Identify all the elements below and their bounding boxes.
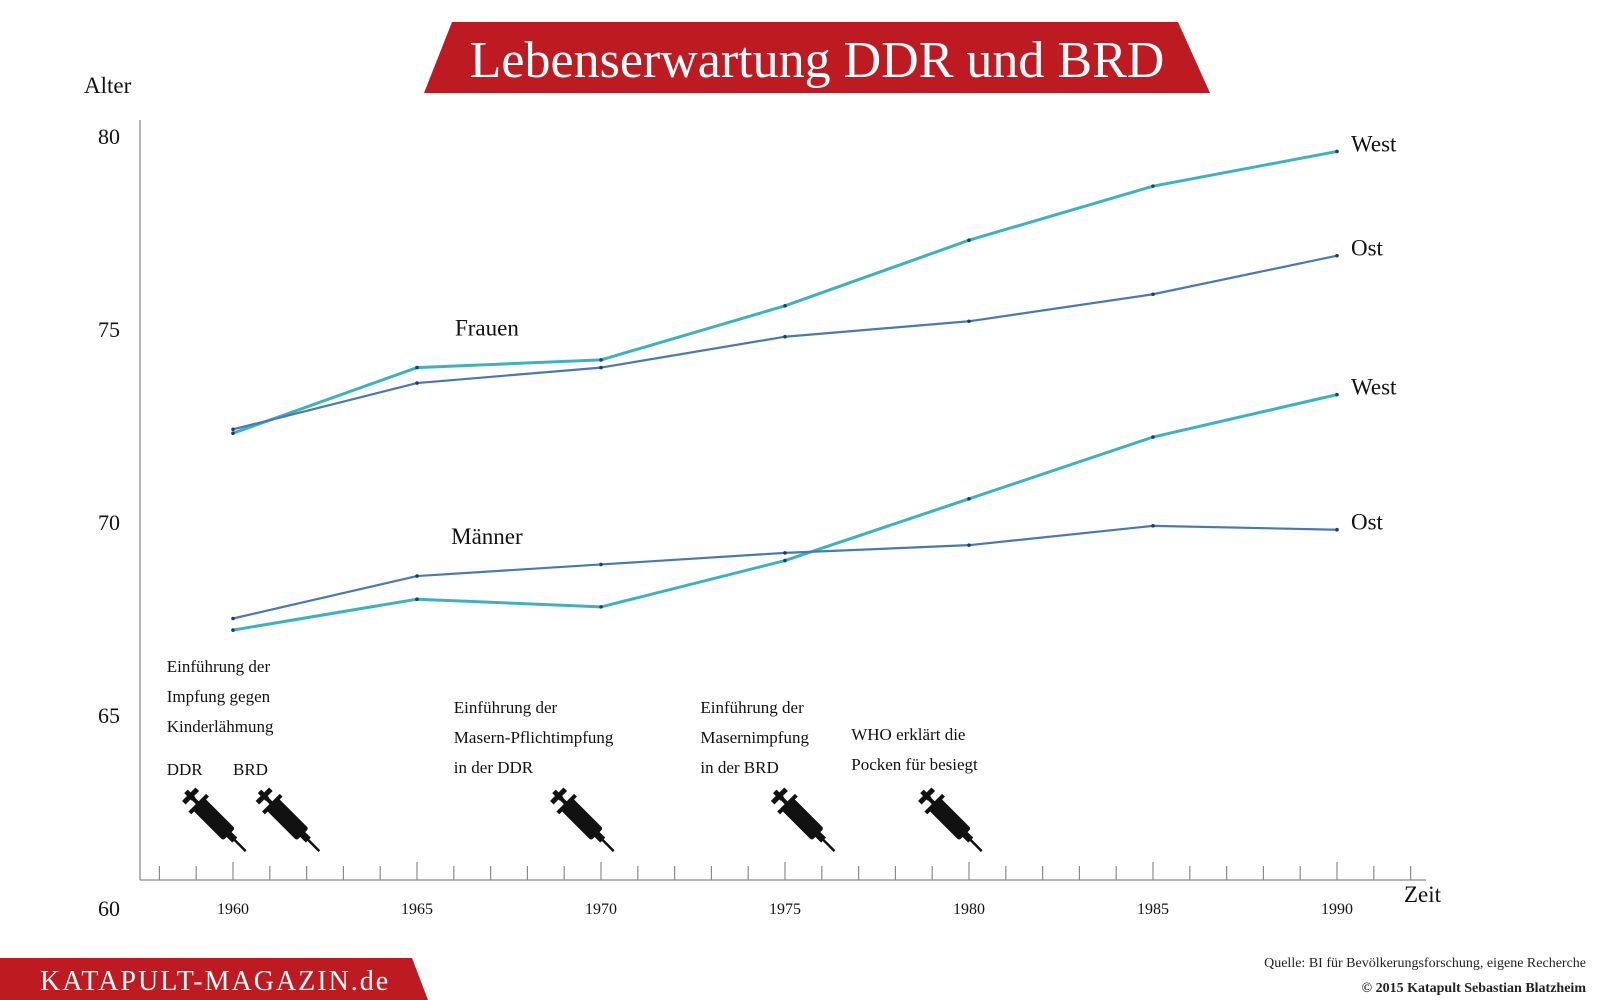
data-point — [1151, 524, 1155, 528]
y-tick-label: 80 — [98, 124, 120, 149]
x-tick-label: 1975 — [769, 901, 801, 918]
annotation-line: in der DDR — [454, 758, 534, 777]
data-point — [783, 334, 787, 339]
data-point — [599, 605, 603, 609]
data-point — [967, 497, 971, 501]
syringe-icons — [182, 787, 983, 852]
series-end-label: Ost — [1351, 236, 1384, 261]
data-point — [1151, 292, 1155, 297]
x-tick-label: 1965 — [401, 901, 433, 918]
y-tick-label: 60 — [98, 896, 120, 921]
annotation-line: Einführung der — [454, 698, 558, 717]
data-point — [599, 365, 603, 370]
data-point — [783, 304, 787, 308]
x-tick-label: 1970 — [585, 901, 617, 918]
annotation-line: in der BRD — [700, 758, 778, 777]
y-tick-labels: 60 65 70 75 80 — [98, 124, 120, 921]
annotation-line: Kinderlähmung — [167, 717, 274, 736]
data-point — [1151, 184, 1155, 188]
data-point — [967, 319, 971, 324]
x-tick-label: 1985 — [1137, 901, 1169, 918]
y-tick-label: 65 — [98, 703, 120, 728]
data-point — [599, 358, 603, 362]
data-point — [415, 365, 419, 370]
data-point — [415, 574, 419, 578]
frauen-west-line — [232, 149, 1338, 435]
annotation-line: Pocken für besiegt — [851, 755, 978, 774]
annotations: Einführung der Impfung gegen Kinderlähmung… — [167, 657, 978, 779]
data-point — [967, 543, 971, 547]
x-tick-label: 1990 — [1321, 901, 1353, 918]
data-point — [231, 616, 235, 621]
data-point — [231, 431, 235, 436]
series-end-label: West — [1351, 131, 1397, 156]
annotation-line: WHO erklärt die — [851, 725, 965, 744]
syringe-icon — [550, 787, 615, 852]
syringe-icon — [770, 787, 836, 852]
annotation-line: Masern-Pflichtimpfung — [454, 728, 614, 747]
annotation-line: Einführung der — [167, 657, 271, 676]
data-point — [783, 551, 787, 555]
group-label: Frauen — [455, 316, 519, 341]
brand-banner: KATAPULT-MAGAZIN.de — [0, 958, 428, 1000]
data-point — [231, 427, 235, 432]
annotation-line: BRD — [233, 760, 268, 779]
data-point — [783, 558, 787, 563]
data-point — [1335, 527, 1339, 532]
data-point — [415, 381, 419, 385]
annotation-line: Einführung der — [700, 698, 804, 717]
data-point — [1151, 435, 1155, 439]
data-point — [1335, 253, 1339, 258]
y-tick-label: 70 — [98, 510, 120, 535]
data-point — [967, 238, 971, 243]
group-label: Männer — [451, 524, 523, 549]
data-point — [1335, 392, 1339, 397]
x-tick-label: 1980 — [953, 901, 985, 918]
brand-text: KATAPULT-MAGAZIN.de — [40, 966, 390, 997]
y-axis-title: Alter — [84, 73, 132, 98]
data-point — [231, 628, 235, 632]
syringe-icon — [255, 787, 321, 852]
title-banner: Lebenserwartung DDR und BRD — [424, 22, 1210, 93]
series-end-label: Ost — [1351, 510, 1384, 535]
credit-note: © 2015 Katapult Sebastian Blatzheim — [1362, 981, 1587, 996]
annotation-line: Masernimpfung — [700, 728, 809, 747]
series-end-label: West — [1351, 375, 1397, 400]
data-point — [1335, 149, 1339, 154]
x-ticks: 1960 1965 1970 1975 1980 1985 1990 — [158, 862, 1412, 918]
syringe-icon — [182, 787, 247, 852]
maenner-west-line — [232, 393, 1338, 632]
syringe-icon — [918, 787, 983, 852]
data-point — [415, 597, 419, 601]
annotation-line: Impfung gegen — [167, 687, 271, 706]
x-axis-title: Zeit — [1404, 882, 1442, 907]
source-note: Quelle: BI für Bevölkerungsforschung, ei… — [1264, 956, 1586, 971]
maenner-ost-line — [232, 524, 1338, 620]
y-tick-label: 75 — [98, 317, 120, 342]
series-lines — [231, 149, 1339, 632]
data-point — [599, 562, 603, 567]
chart-title: Lebenserwartung DDR und BRD — [470, 32, 1165, 89]
series-labels: West Ost Frauen West Ost Männer — [451, 131, 1397, 549]
x-tick-label: 1960 — [217, 901, 249, 918]
frauen-ost-line — [232, 254, 1338, 431]
annotation-line: DDR — [167, 760, 204, 779]
